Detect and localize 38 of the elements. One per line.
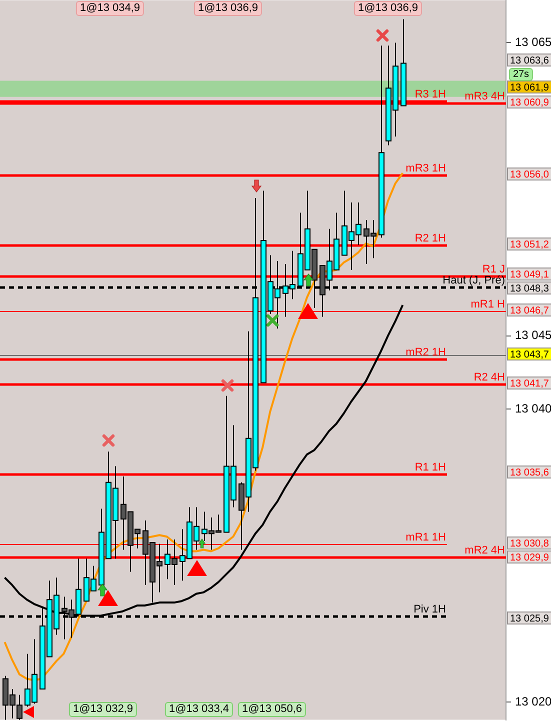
annotation: 1@13 033,4 [164,702,234,717]
ref-line-label: mR3 4H [464,90,506,102]
text: 13 030,8 [510,538,550,550]
ref-line-label: R1 J [482,264,505,276]
y-tick-label: 13 045 [515,328,551,342]
annotation: 1@13 036,9 [354,1,422,16]
ref-line-label: mR2 4H [464,544,506,556]
text: 13 029,9 [510,552,550,564]
annotation: 1@13 050,6 [238,702,306,717]
text: 13 043,7 [510,349,550,360]
ref-line-label: Piv 1H [414,604,446,616]
text: 13 049,1 [510,269,550,280]
ref-line-label: Haut (J, Pré) [442,274,505,286]
ref-line-label: R1 1H [414,462,446,474]
text: 13 056,0 [510,169,550,180]
y-tick-label: 13 040 [515,401,551,416]
y-tick-label: 13 020 [515,694,551,709]
text: 13 063,6 [510,55,550,66]
text: 13 035,6 [510,467,550,478]
text: 27s [508,68,534,81]
text: 13 060,9 [510,97,550,108]
text: 13 041,7 [510,378,550,390]
ref-line-label: mR3 1H [406,162,446,174]
annotation: 1@13 034,9 [76,1,144,16]
ref-line-label: R2 1H [414,232,446,244]
text: 13 048,3 [510,283,550,294]
annotation: 1@13 032,9 [68,702,138,717]
ref-line-label: R3 1H [414,88,446,100]
ref-line-label: mR1 1H [406,532,446,544]
ref-line-label: R2 4H [474,372,506,384]
ref-line-label: mR2 1H [406,346,446,358]
text: 13 046,7 [510,305,550,316]
ref-line-label: mR1 H [470,298,506,310]
text: 13 025,9 [510,613,550,624]
annotation: 1@13 036,9 [194,1,262,16]
text: 13 051,2 [510,239,550,250]
y-tick-label: 13 065 [515,35,551,50]
text: 13 061,9 [510,82,550,94]
